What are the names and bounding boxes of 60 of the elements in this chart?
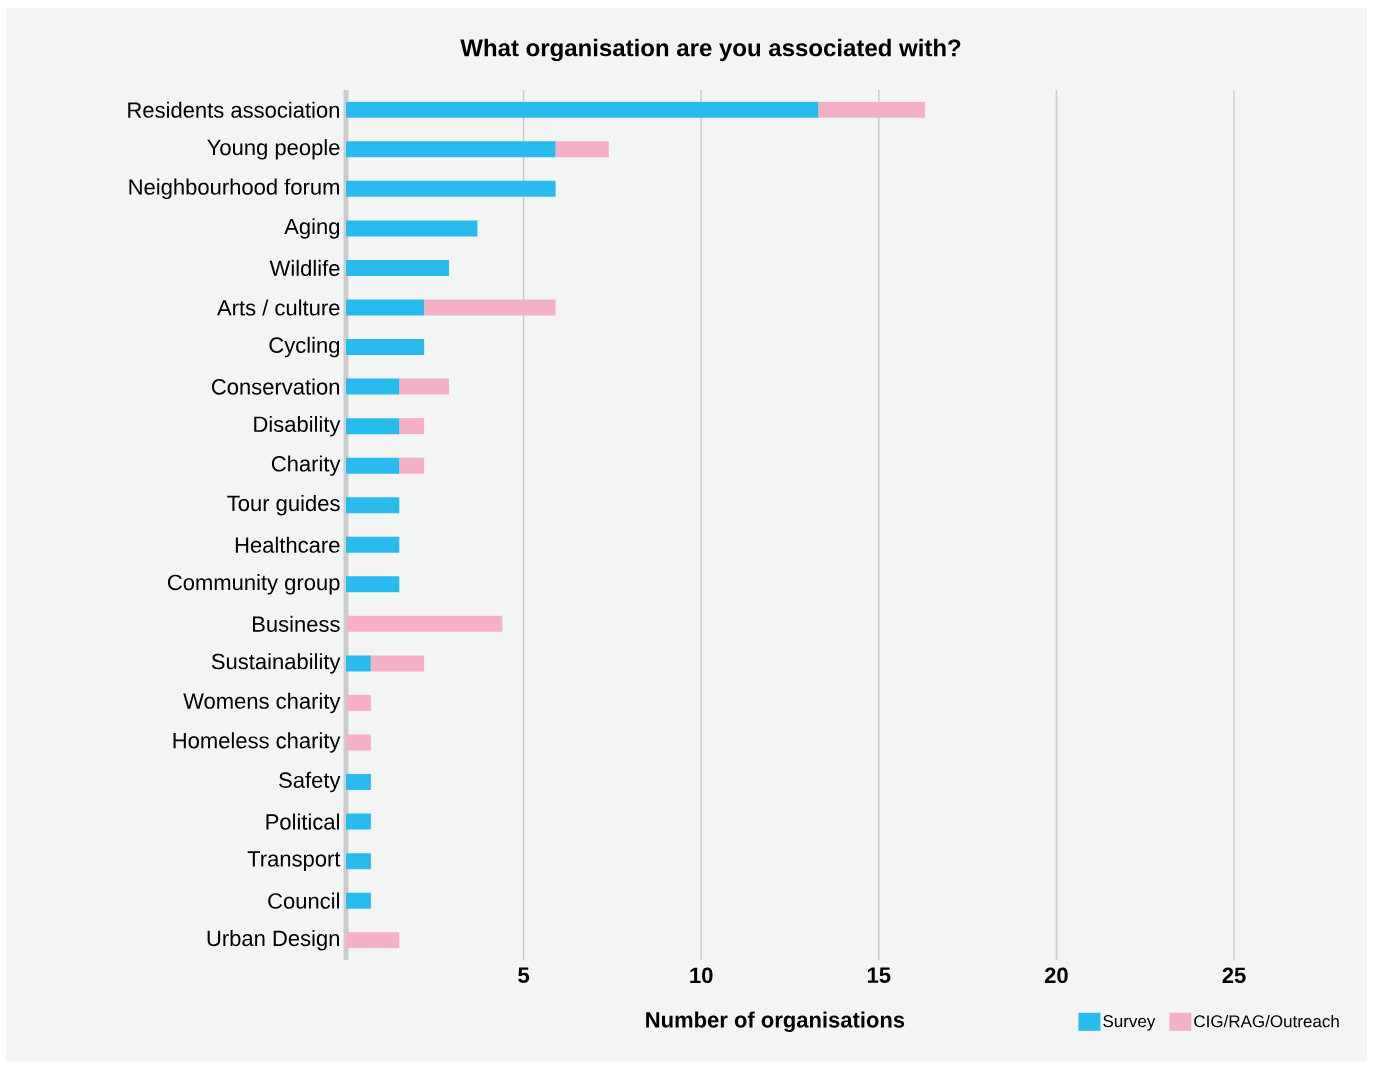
bar [346,180,556,197]
x-tick-label: 5 [518,967,530,983]
y-tick-label: Charity [271,455,341,476]
y-tick-label: Tour guides [227,494,340,516]
bar [346,694,371,711]
y-tick-label: Business [253,615,340,632]
y-tick-label: Homeless charity [173,732,341,753]
x-tick-label: 25 [1222,967,1246,984]
legend-label: CIG/RAG/Outreach [1194,1014,1339,1028]
x-tick-label: 10 [690,967,713,984]
bar [346,892,371,909]
legend-label: Survey [1103,1015,1156,1031]
bar [346,615,503,632]
bar [346,457,400,474]
bar [818,101,925,118]
bar [346,734,371,751]
bar [346,378,400,395]
y-tick-label: Urban Design [207,929,339,951]
y-tick-label: Residents association [128,101,339,118]
y-tick-label: Community group [167,574,340,595]
bar [555,141,609,158]
bar [346,418,400,435]
y-tick-label: Council [268,892,339,909]
bar [346,141,556,158]
bar [399,378,450,395]
y-tick-label: Political [266,813,339,830]
x-tick-label: 15 [867,967,891,983]
bar [346,339,425,356]
y-tick-label: Transport [247,851,341,871]
y-tick-label: Safety [279,771,341,793]
chart-title: What organisation are you associated with? [460,38,961,62]
bar [346,299,425,316]
bar [346,655,371,672]
y-tick-label: Aging [284,218,340,239]
y-tick-label: Sustainability [211,653,341,674]
y-tick-label: Healthcare [235,536,340,553]
bar [346,101,819,118]
y-tick-label: Womens charity [183,692,341,714]
bar [399,418,425,435]
bar [346,259,450,276]
bar [346,932,400,949]
bar [346,220,478,237]
y-tick-label: Disability [254,415,341,437]
bar [424,299,556,316]
x-tick-label: 20 [1044,967,1068,984]
bar [370,655,425,672]
bar [346,497,400,514]
y-tick-label: Young people [207,139,340,160]
y-tick-label: Neighbourhood forum [129,178,339,200]
y-tick-label: Arts / culture [217,299,340,316]
bar [346,774,371,791]
x-axis-title: Number of organisations [646,1011,905,1033]
bar [399,457,425,474]
y-tick-label: Wildlife [269,259,340,277]
y-tick-label: Cycling [269,336,340,358]
y-tick-label: Conservation [211,378,340,395]
bar [346,576,400,593]
bar [346,536,400,553]
bar [346,853,371,870]
bar [346,813,371,830]
